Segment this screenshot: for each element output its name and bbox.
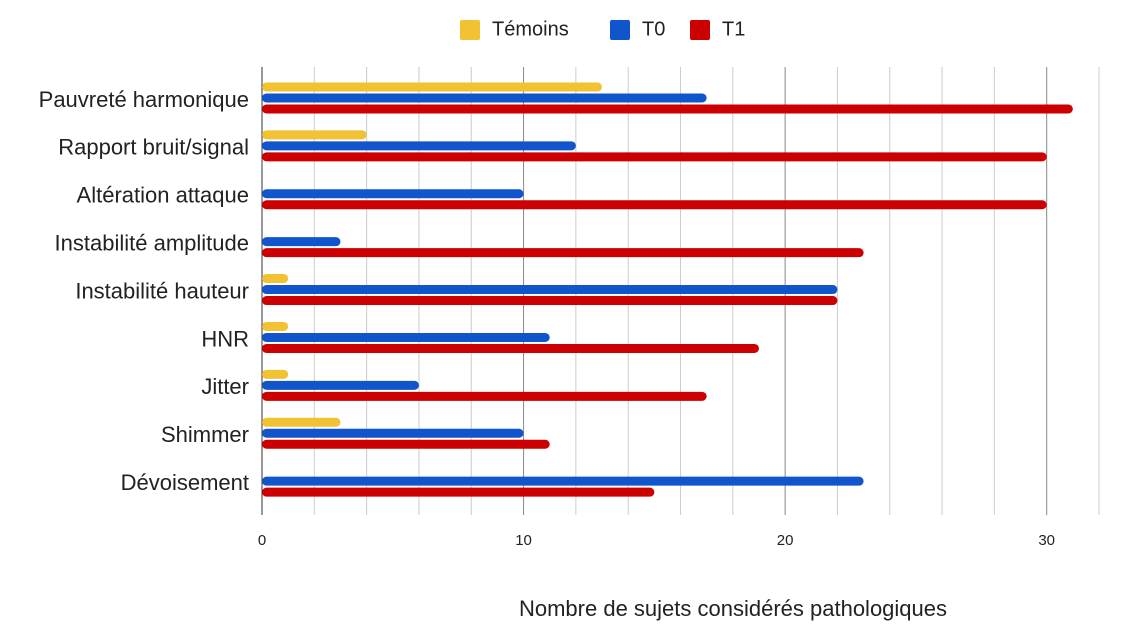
bar bbox=[262, 130, 367, 140]
x-axis-title: Nombre de sujets considérés pathologique… bbox=[519, 596, 947, 621]
bar bbox=[262, 104, 1073, 114]
legend-swatch bbox=[460, 20, 480, 40]
bar bbox=[262, 380, 419, 390]
x-tick-label: 30 bbox=[1038, 532, 1055, 549]
bar bbox=[262, 141, 576, 151]
bar bbox=[262, 152, 1047, 162]
bar bbox=[262, 93, 707, 103]
category-label: HNR bbox=[201, 326, 249, 351]
bar bbox=[262, 343, 759, 353]
category-label: Instabilité hauteur bbox=[75, 278, 249, 303]
bar bbox=[262, 200, 1047, 210]
category-label: Dévoisement bbox=[121, 470, 249, 495]
category-label: Shimmer bbox=[161, 422, 249, 447]
bar bbox=[262, 417, 341, 427]
legend-label: Témoins bbox=[492, 18, 569, 40]
bar bbox=[262, 321, 289, 331]
bar bbox=[262, 82, 603, 92]
bar bbox=[262, 189, 524, 199]
bar bbox=[262, 274, 289, 284]
bar bbox=[262, 487, 655, 497]
bar bbox=[262, 369, 289, 379]
bar bbox=[262, 285, 838, 295]
category-label: Jitter bbox=[201, 374, 249, 399]
bar bbox=[262, 428, 524, 438]
category-label: Pauvreté harmonique bbox=[39, 87, 249, 112]
bar bbox=[262, 476, 864, 486]
legend-label: T1 bbox=[722, 18, 745, 40]
x-tick-label: 0 bbox=[258, 532, 266, 549]
bar bbox=[262, 439, 550, 449]
x-tick-label: 10 bbox=[515, 532, 532, 549]
legend-swatch bbox=[690, 20, 710, 40]
bar bbox=[262, 296, 838, 306]
category-label: Altération attaque bbox=[77, 183, 249, 208]
category-label: Instabilité amplitude bbox=[55, 230, 249, 255]
x-tick-label: 20 bbox=[777, 532, 794, 549]
legend-swatch bbox=[610, 20, 630, 40]
category-label: Rapport bruit/signal bbox=[58, 135, 249, 160]
legend-label: T0 bbox=[642, 18, 665, 40]
bar bbox=[262, 391, 707, 401]
bar bbox=[262, 248, 864, 258]
bar bbox=[262, 237, 341, 247]
bar bbox=[262, 332, 550, 342]
